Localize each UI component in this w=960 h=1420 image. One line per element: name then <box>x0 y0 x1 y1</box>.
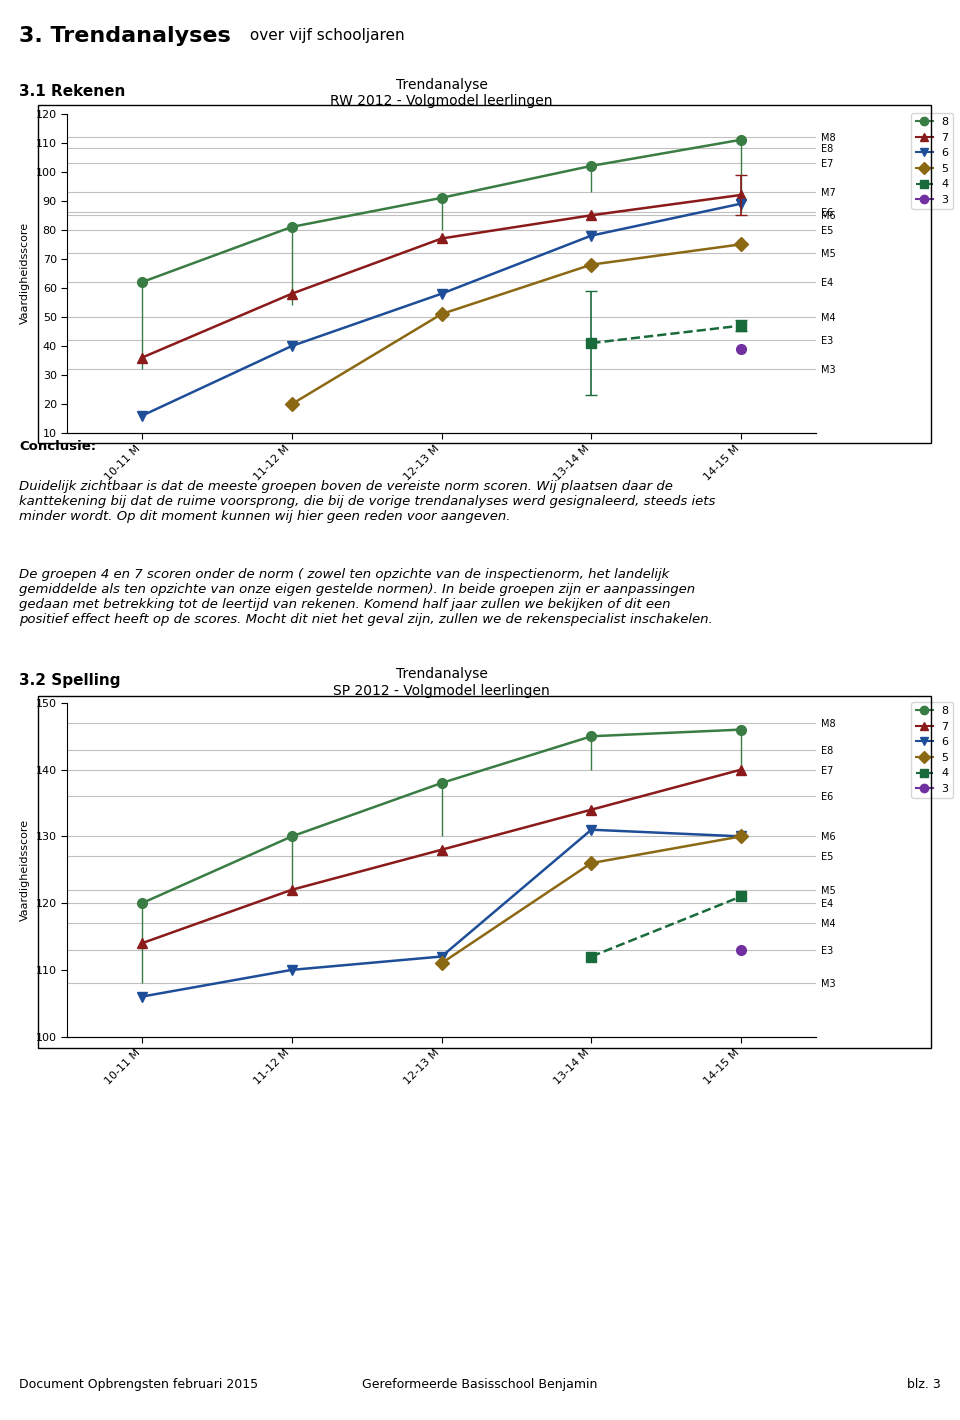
Legend: 8, 7, 6, 5, 4, 3: 8, 7, 6, 5, 4, 3 <box>911 112 953 209</box>
Y-axis label: Vaardigheidsscore: Vaardigheidsscore <box>20 223 30 324</box>
Text: 3.2 Spelling: 3.2 Spelling <box>19 673 121 689</box>
Text: 3.1 Rekenen: 3.1 Rekenen <box>19 84 126 99</box>
Text: Conclusie:: Conclusie: <box>19 440 96 453</box>
Text: Duidelijk zichtbaar is dat de meeste groepen boven de vereiste norm scoren. Wij : Duidelijk zichtbaar is dat de meeste gro… <box>19 480 715 523</box>
Text: blz. 3: blz. 3 <box>907 1377 941 1392</box>
Text: over vijf schooljaren: over vijf schooljaren <box>245 28 404 43</box>
Title: Trendanalyse
SP 2012 - Volgmodel leerlingen: Trendanalyse SP 2012 - Volgmodel leerlin… <box>333 667 550 697</box>
Legend: 8, 7, 6, 5, 4, 3: 8, 7, 6, 5, 4, 3 <box>911 701 953 798</box>
Title: Trendanalyse
RW 2012 - Volgmodel leerlingen: Trendanalyse RW 2012 - Volgmodel leerlin… <box>330 78 553 108</box>
Text: Document Opbrengsten februari 2015: Document Opbrengsten februari 2015 <box>19 1377 258 1392</box>
Y-axis label: Vaardigheidsscore: Vaardigheidsscore <box>20 819 30 920</box>
Text: Gereformeerde Basisschool Benjamin: Gereformeerde Basisschool Benjamin <box>362 1377 598 1392</box>
Text: 3. Trendanalyses: 3. Trendanalyses <box>19 26 231 45</box>
Text: De groepen 4 en 7 scoren onder de norm ( zowel ten opzichte van de inspectienorm: De groepen 4 en 7 scoren onder de norm (… <box>19 568 713 626</box>
